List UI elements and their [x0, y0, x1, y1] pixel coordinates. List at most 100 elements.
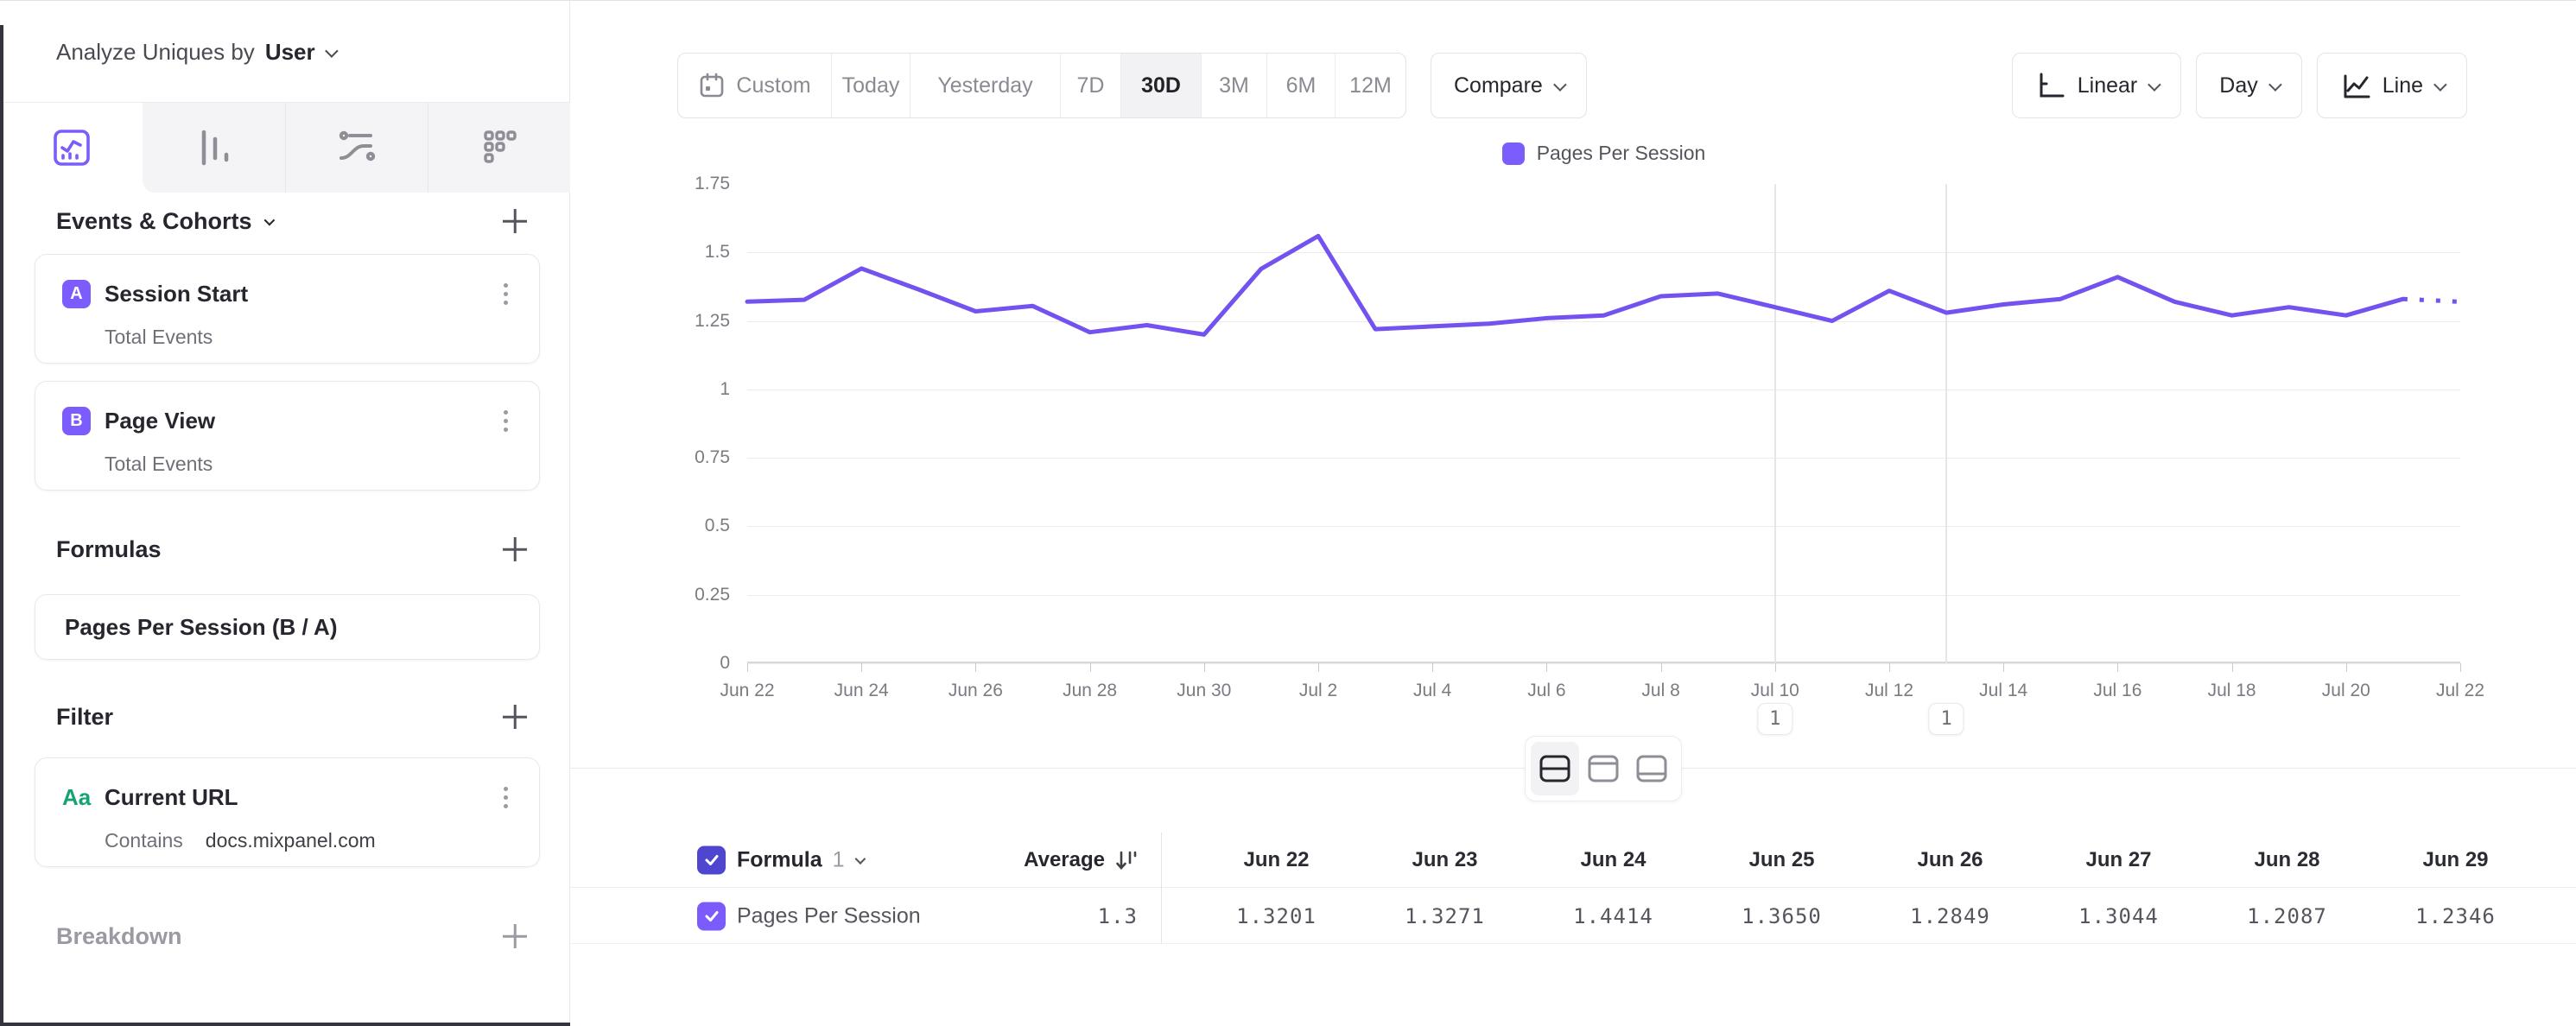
- chevron-down-icon: [2148, 77, 2161, 92]
- series-checkbox[interactable]: [697, 902, 726, 930]
- range-30d[interactable]: 30D: [1120, 54, 1201, 117]
- formulas-title: Formulas: [56, 535, 162, 562]
- table-only-view-icon: [1636, 755, 1667, 782]
- formula-card[interactable]: Pages Per Session (B / A): [35, 594, 540, 660]
- window-edge: [0, 25, 3, 1026]
- x-axis-tick: [2231, 663, 2233, 672]
- x-axis-tick: [2345, 663, 2347, 672]
- x-axis-tick-label: Jul 18: [2207, 681, 2256, 700]
- chevron-down-icon: [263, 214, 275, 225]
- more-options-icon[interactable]: [494, 279, 517, 308]
- breakdown-header: Breakdown: [56, 922, 530, 951]
- report-type-tabs: [0, 102, 570, 193]
- date-column-header: Jun 25: [1748, 847, 1815, 871]
- chevron-down-icon[interactable]: [324, 44, 339, 58]
- date-column-header: Jun 24: [1580, 847, 1646, 871]
- add-filter-button[interactable]: [500, 702, 530, 732]
- event-card-page-view[interactable]: B Page View Total Events: [35, 381, 540, 491]
- scale-dropdown[interactable]: Linear: [2011, 53, 2182, 118]
- y-axis-tick-label: 1.25: [695, 310, 730, 331]
- filter-property[interactable]: Current URL: [105, 783, 238, 810]
- select-all-checkbox[interactable]: [697, 846, 726, 874]
- add-breakdown-button[interactable]: [500, 922, 530, 951]
- table-only-view-button[interactable]: [1627, 742, 1676, 795]
- average-column-header[interactable]: Average: [1024, 848, 1138, 872]
- chart-only-view-button[interactable]: [1579, 742, 1627, 795]
- calendar-icon: [701, 73, 724, 98]
- formulas-header: Formulas: [56, 535, 530, 564]
- series-line: [745, 233, 2461, 337]
- value-cell: 1.3650: [1742, 903, 1822, 928]
- y-axis-tick-label: 1.5: [704, 242, 730, 263]
- x-axis-tick-label: Jun 22: [720, 681, 775, 700]
- compare-button[interactable]: Compare: [1431, 53, 1587, 118]
- annotation-marker-line: [1773, 184, 1776, 663]
- range-yesterday[interactable]: Yesterday: [910, 54, 1060, 117]
- value-cell: 1.4414: [1573, 903, 1653, 928]
- event-badge-a: A: [62, 279, 91, 308]
- y-gridline: [747, 252, 2460, 254]
- legend-label[interactable]: Pages Per Session: [1536, 142, 1706, 164]
- chevron-down-icon: [2433, 77, 2447, 92]
- chart-legend: Pages Per Session: [747, 142, 2460, 165]
- event-name[interactable]: Session Start: [105, 280, 249, 307]
- analyze-label: Analyze Uniques by: [56, 39, 255, 65]
- x-axis-tick: [975, 663, 977, 672]
- event-aggregation[interactable]: Total Events: [105, 326, 213, 348]
- y-gridline: [747, 320, 2460, 322]
- more-options-icon[interactable]: [494, 782, 517, 812]
- y-axis-tick-label: 1: [720, 378, 730, 399]
- range-today[interactable]: Today: [831, 54, 910, 117]
- value-cell: 1.3201: [1236, 903, 1317, 928]
- more-options-icon[interactable]: [494, 406, 517, 435]
- x-axis-tick: [747, 663, 748, 672]
- x-axis-tick: [2003, 663, 2005, 672]
- tab-insights[interactable]: [0, 103, 143, 193]
- range-12m[interactable]: 12M: [1335, 54, 1405, 117]
- tab-funnels[interactable]: [143, 103, 285, 193]
- x-axis-tick-label: Jul 8: [1641, 681, 1680, 700]
- value-cell: 1.2849: [1910, 903, 1990, 928]
- analyze-uniques-control: Analyze Uniques by User: [56, 39, 339, 66]
- x-axis-tick: [1089, 663, 1091, 672]
- filter-title: Filter: [56, 703, 114, 730]
- add-event-button[interactable]: [500, 206, 530, 236]
- events-cohorts-dropdown[interactable]: Events & Cohorts: [56, 208, 275, 235]
- x-axis-tick-label: Jul 14: [1979, 681, 2028, 700]
- x-axis-tick-label: Jul 6: [1527, 681, 1566, 700]
- table-column-divider: [1161, 833, 1162, 944]
- value-cell: 1.2087: [2247, 903, 2327, 928]
- date-column-headers: Jun 22 Jun 23 Jun 24 Jun 25 Jun 26 Jun 27 Jun …: [1192, 833, 2540, 887]
- granularity-dropdown[interactable]: Day: [2196, 53, 2302, 118]
- chart-type-dropdown[interactable]: Line: [2316, 53, 2467, 118]
- event-name[interactable]: Page View: [105, 407, 216, 434]
- annotation-badge[interactable]: 1: [1928, 703, 1964, 735]
- date-column-header: Jun 22: [1243, 847, 1310, 871]
- value-cell: 1.2346: [2415, 903, 2496, 928]
- annotation-marker-line: [1945, 184, 1948, 663]
- filter-operator[interactable]: Contains: [105, 829, 183, 852]
- y-gridline: [747, 663, 2460, 664]
- add-formula-button[interactable]: [500, 535, 530, 564]
- split-view-button[interactable]: [1531, 742, 1579, 795]
- tab-retention[interactable]: [428, 103, 570, 193]
- y-gridline: [747, 458, 2460, 459]
- range-7d[interactable]: 7D: [1060, 54, 1120, 117]
- analyze-value-dropdown[interactable]: User: [264, 39, 315, 65]
- filter-value[interactable]: docs.mixpanel.com: [205, 829, 376, 852]
- annotation-badge[interactable]: 1: [1757, 703, 1793, 735]
- range-custom[interactable]: Custom: [678, 54, 831, 117]
- formula-column-dropdown[interactable]: Formula 1: [737, 847, 866, 872]
- x-axis-tick: [1889, 663, 1890, 672]
- range-6m[interactable]: 6M: [1266, 54, 1335, 117]
- event-aggregation[interactable]: Total Events: [105, 453, 213, 475]
- event-card-session-start[interactable]: A Session Start Total Events: [35, 254, 540, 364]
- tab-flows[interactable]: [285, 103, 428, 193]
- filter-card-current-url[interactable]: Aa Current URL Contains docs.mixpanel.co…: [35, 757, 540, 867]
- sort-icon: [1116, 851, 1137, 870]
- date-column-header: Jun 28: [2254, 847, 2320, 871]
- date-column-header: Jun 29: [2422, 847, 2489, 871]
- range-3m[interactable]: 3M: [1201, 54, 1266, 117]
- x-axis-tick: [1660, 663, 1662, 672]
